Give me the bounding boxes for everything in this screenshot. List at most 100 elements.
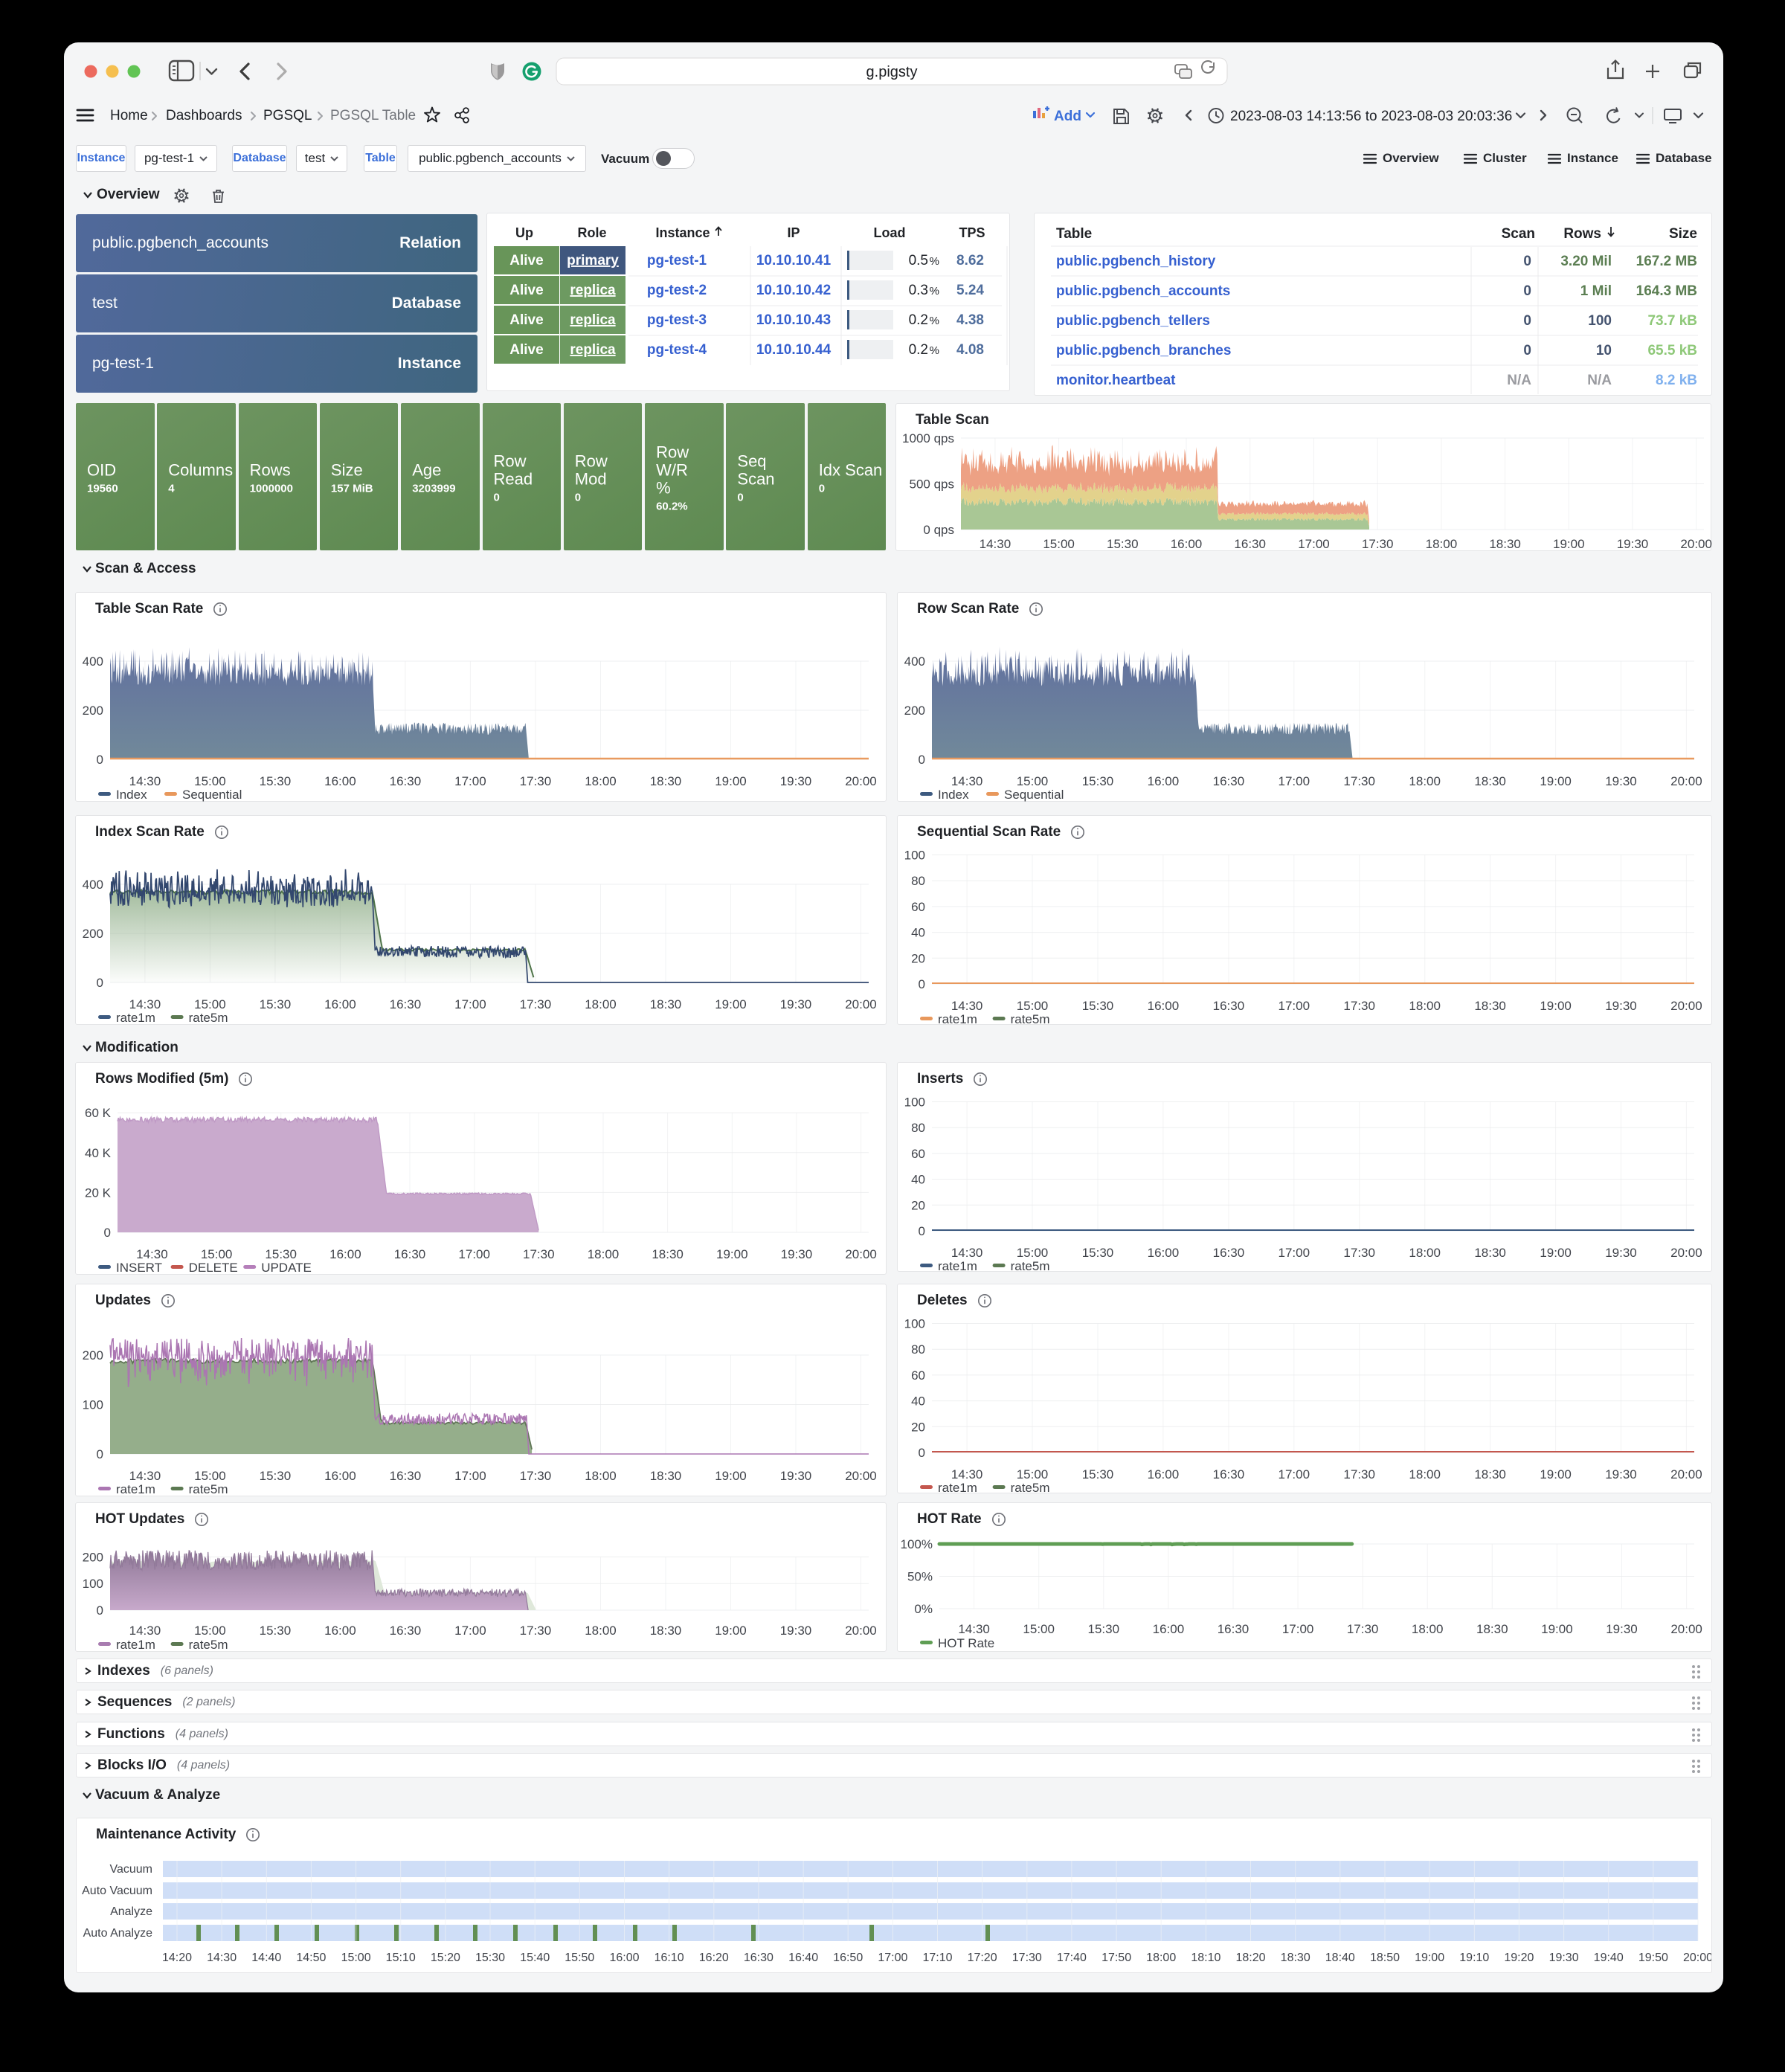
svg-text:15:00: 15:00 [201,1247,233,1261]
svg-text:19:30: 19:30 [1605,999,1637,1013]
svg-text:500 qps: 500 qps [910,477,955,492]
svg-text:15:40: 15:40 [520,1952,550,1964]
svg-text:16:50: 16:50 [833,1952,863,1964]
svg-text:public.pgbench_history: public.pgbench_history [1056,254,1216,269]
svg-text:DELETE: DELETE [189,1261,238,1275]
svg-text:18:20: 18:20 [1235,1952,1265,1964]
svg-text:16:30: 16:30 [744,1952,774,1964]
svg-text:14:30: 14:30 [951,1467,983,1481]
svg-text:17:30: 17:30 [520,997,552,1011]
svg-text:17:30: 17:30 [1362,537,1394,551]
svg-text:Sequential: Sequential [1004,788,1064,802]
svg-text:Auto Vacuum: Auto Vacuum [82,1885,152,1897]
svg-text:17:00: 17:00 [1279,999,1310,1013]
svg-text:16:30: 16:30 [390,1469,422,1483]
svg-text:0.5: 0.5 [909,253,928,268]
svg-text:17:20: 17:20 [968,1952,997,1964]
svg-text:20:00: 20:00 [845,774,877,788]
svg-text:15:30: 15:30 [260,774,292,788]
svg-text:200: 200 [83,1348,103,1362]
svg-text:19:30: 19:30 [1605,1246,1637,1260]
svg-text:18:40: 18:40 [1325,1952,1355,1964]
svg-text:14:30: 14:30 [129,774,161,788]
svg-text:Add: Add [1054,109,1081,124]
svg-text:17:00: 17:00 [1279,774,1310,788]
svg-text:16:00: 16:00 [329,1247,361,1261]
svg-text:10: 10 [1596,343,1612,358]
svg-text:19:10: 19:10 [1459,1952,1489,1964]
svg-text:Scan: Scan [1502,226,1535,242]
svg-text:15:00: 15:00 [194,1469,226,1483]
svg-text:60: 60 [911,1147,925,1161]
svg-text:18:00: 18:00 [585,774,617,788]
svg-text:8.62: 8.62 [956,253,984,268]
svg-text:4.38: 4.38 [956,312,984,328]
svg-text:rate5m: rate5m [189,1011,228,1025]
svg-text:18:00: 18:00 [1409,999,1441,1013]
svg-text:Alive: Alive [509,283,543,298]
svg-text:19:00: 19:00 [1541,1622,1573,1636]
svg-text:17:40: 17:40 [1057,1952,1087,1964]
svg-text:17:30: 17:30 [1012,1952,1042,1964]
svg-text:19:00: 19:00 [1553,537,1585,551]
svg-text:17:30: 17:30 [1343,1246,1375,1260]
svg-text:rate1m: rate1m [116,1011,155,1025]
svg-text:19:00: 19:00 [715,997,747,1011]
svg-text:19:30: 19:30 [1549,1952,1579,1964]
svg-text:18:30: 18:30 [1474,1246,1506,1260]
svg-text:100: 100 [1588,313,1612,329]
svg-text:18:00: 18:00 [1426,537,1458,551]
svg-text:17:30: 17:30 [520,1469,552,1483]
svg-text:0: 0 [97,753,103,767]
svg-text:17:00: 17:00 [1298,537,1330,551]
svg-text:rate5m: rate5m [1011,1259,1050,1273]
svg-text:HOT Rate: HOT Rate [938,1636,994,1650]
svg-text:20:00: 20:00 [1683,1952,1711,1964]
svg-text:20:00: 20:00 [1670,999,1702,1013]
svg-text:PGSQL Table: PGSQL Table [330,108,416,123]
svg-text:15:30: 15:30 [475,1952,505,1964]
svg-text:14:30: 14:30 [136,1247,168,1261]
svg-text:15:00: 15:00 [341,1952,371,1964]
svg-text:20: 20 [911,951,925,965]
svg-text:16:30: 16:30 [390,774,422,788]
svg-text:16:40: 16:40 [788,1952,818,1964]
svg-text:200: 200 [83,927,103,941]
svg-text:15:30: 15:30 [1107,537,1139,551]
svg-text:17:30: 17:30 [1347,1622,1379,1636]
svg-text:20:00: 20:00 [1680,537,1712,551]
svg-text:17:30: 17:30 [1343,999,1375,1013]
svg-text:19:00: 19:00 [715,1469,747,1483]
svg-text:TPS: TPS [959,225,985,240]
svg-text:rate5m: rate5m [1011,1012,1050,1026]
svg-text:g.pigsty: g.pigsty [866,64,918,80]
svg-text:19:30: 19:30 [780,997,812,1011]
svg-text:16:00: 16:00 [1171,537,1203,551]
svg-text:15:10: 15:10 [386,1952,416,1964]
svg-text:16:00: 16:00 [324,774,356,788]
svg-text:65.5 kB: 65.5 kB [1647,343,1697,358]
svg-text:2023-08-03 14:13:56 to 2023-08: 2023-08-03 14:13:56 to 2023-08-03 20:03:… [1230,109,1512,124]
svg-text:20: 20 [911,1198,925,1212]
svg-text:INSERT: INSERT [116,1261,162,1275]
svg-text:18:00: 18:00 [585,1624,617,1638]
svg-text:16:00: 16:00 [1153,1622,1185,1636]
svg-text:0: 0 [104,1226,111,1240]
svg-text:16:30: 16:30 [1213,774,1245,788]
svg-text:15:00: 15:00 [194,997,226,1011]
svg-text:164.3 MB: 164.3 MB [1636,283,1697,299]
svg-text:0: 0 [97,1603,103,1618]
svg-text:18:30: 18:30 [650,1469,682,1483]
svg-text:19:30: 19:30 [780,774,812,788]
svg-text:14:30: 14:30 [980,537,1012,551]
svg-text:%: % [930,315,939,327]
svg-text:Up: Up [515,225,533,240]
svg-text:0: 0 [919,1224,925,1238]
svg-text:%: % [930,344,939,357]
svg-text:%: % [930,255,939,268]
svg-text:Role: Role [577,225,606,240]
svg-text:20:00: 20:00 [1670,1467,1702,1481]
svg-text:18:30: 18:30 [1476,1622,1508,1636]
svg-text:14:20: 14:20 [162,1952,192,1964]
svg-text:15:30: 15:30 [260,1469,292,1483]
